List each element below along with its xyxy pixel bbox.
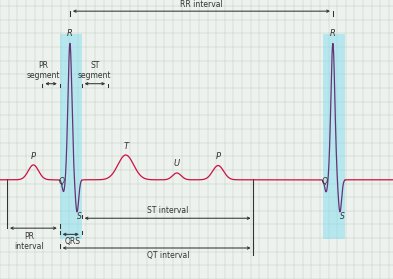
Text: ST
segment: ST segment [78, 61, 112, 80]
Text: T: T [123, 142, 129, 151]
Text: S: S [77, 212, 82, 221]
Text: RR interval: RR interval [180, 0, 222, 9]
Text: S: S [340, 212, 344, 221]
Text: PR
interval: PR interval [15, 232, 44, 251]
Text: R: R [67, 30, 72, 39]
Text: QRS: QRS [64, 237, 80, 246]
Bar [323, 34, 345, 239]
Text: QT interval: QT interval [147, 251, 189, 260]
Text: P: P [216, 151, 220, 161]
Text: P: P [31, 151, 35, 161]
Bar [60, 34, 82, 239]
Text: R: R [330, 30, 335, 39]
Text: ST interval: ST interval [147, 206, 189, 215]
Text: PR
segment: PR segment [26, 61, 60, 80]
Text: Q: Q [59, 177, 65, 186]
Text: Q: Q [322, 177, 328, 186]
Text: U: U [174, 159, 180, 168]
